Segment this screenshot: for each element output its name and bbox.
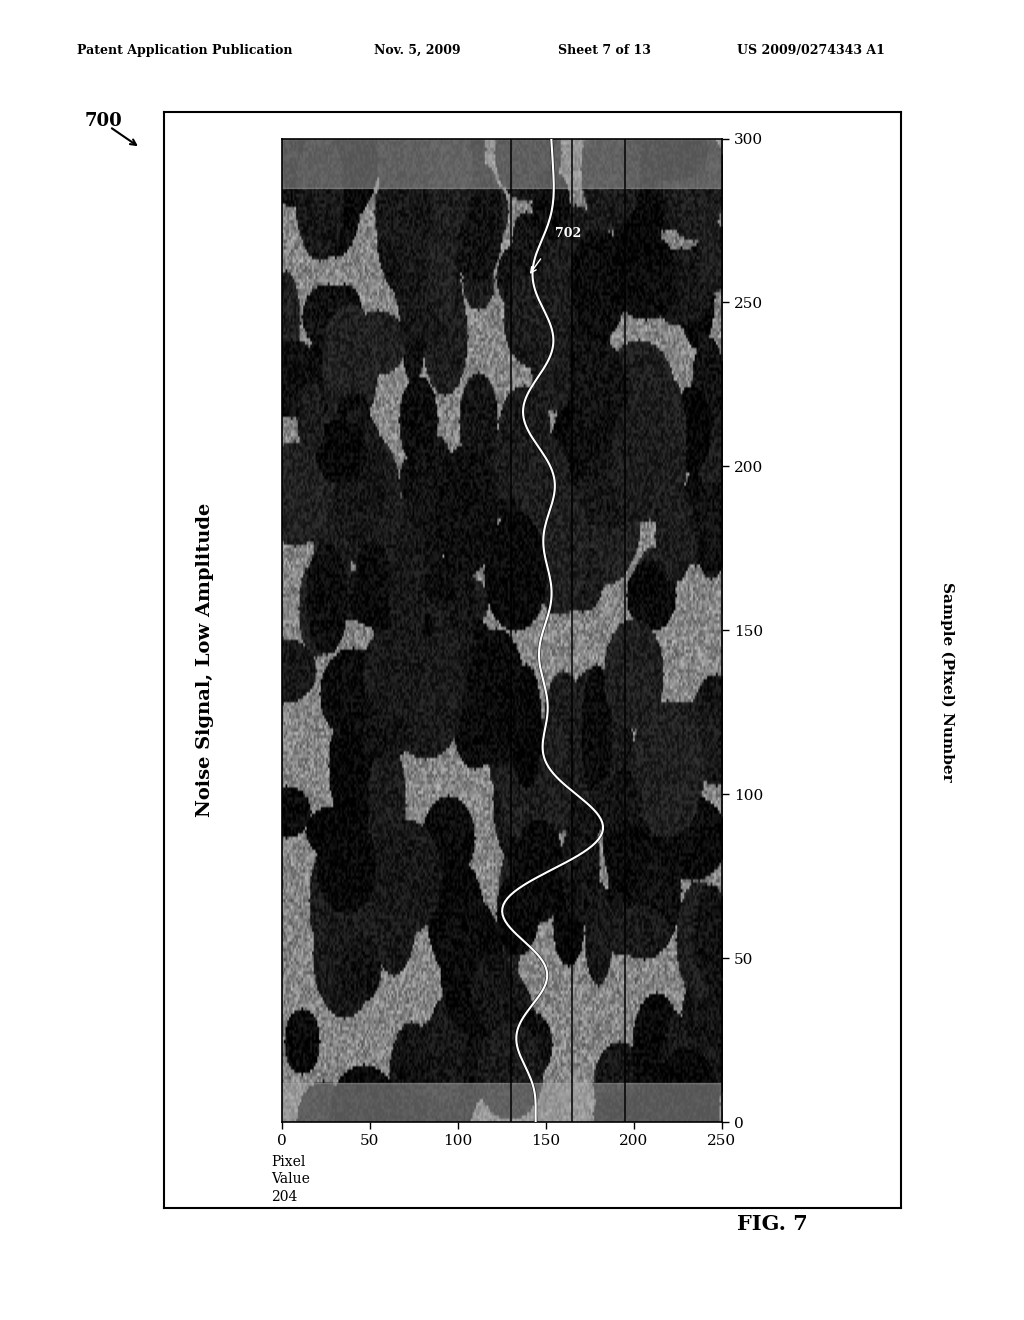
Text: Noise Signal, Low Amplitude: Noise Signal, Low Amplitude [196,503,214,817]
Text: FIG. 7: FIG. 7 [737,1214,808,1234]
Text: 700: 700 [85,112,123,131]
Text: 702: 702 [555,227,581,240]
Text: Pixel
Value
204: Pixel Value 204 [271,1155,310,1204]
Text: Nov. 5, 2009: Nov. 5, 2009 [374,44,461,57]
Text: Patent Application Publication: Patent Application Publication [77,44,292,57]
Text: US 2009/0274343 A1: US 2009/0274343 A1 [737,44,885,57]
Text: Sample (Pixel) Number: Sample (Pixel) Number [940,582,954,781]
Bar [282,1082,722,1122]
Text: Sheet 7 of 13: Sheet 7 of 13 [558,44,651,57]
Bar [282,139,722,187]
